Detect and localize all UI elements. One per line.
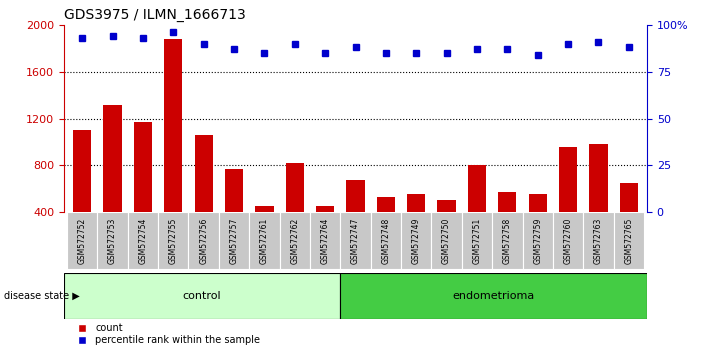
Text: GDS3975 / ILMN_1666713: GDS3975 / ILMN_1666713 xyxy=(64,8,246,22)
Text: GSM572757: GSM572757 xyxy=(230,217,238,264)
FancyBboxPatch shape xyxy=(250,212,279,269)
FancyBboxPatch shape xyxy=(461,212,492,269)
Text: GSM572748: GSM572748 xyxy=(381,218,390,264)
FancyBboxPatch shape xyxy=(188,212,219,269)
Bar xyxy=(73,130,91,212)
Text: disease state ▶: disease state ▶ xyxy=(4,291,80,301)
FancyBboxPatch shape xyxy=(432,212,461,269)
Bar xyxy=(620,183,638,212)
Text: GSM572753: GSM572753 xyxy=(108,217,117,264)
Text: GSM572752: GSM572752 xyxy=(77,218,87,264)
Bar xyxy=(164,39,183,212)
FancyBboxPatch shape xyxy=(401,212,432,269)
Text: GSM572754: GSM572754 xyxy=(139,217,147,264)
Text: GSM572755: GSM572755 xyxy=(169,217,178,264)
FancyBboxPatch shape xyxy=(341,212,370,269)
FancyBboxPatch shape xyxy=(523,212,553,269)
Bar xyxy=(498,193,516,212)
Bar xyxy=(468,165,486,212)
Text: GSM572761: GSM572761 xyxy=(260,218,269,264)
FancyBboxPatch shape xyxy=(64,273,340,319)
Bar xyxy=(589,144,607,212)
Bar xyxy=(316,206,334,212)
Bar xyxy=(286,163,304,212)
FancyBboxPatch shape xyxy=(97,212,128,269)
Bar xyxy=(195,135,213,212)
FancyBboxPatch shape xyxy=(67,212,97,269)
Text: GSM572756: GSM572756 xyxy=(199,217,208,264)
Bar xyxy=(225,169,243,212)
FancyBboxPatch shape xyxy=(310,212,341,269)
FancyBboxPatch shape xyxy=(492,212,523,269)
Text: GSM572749: GSM572749 xyxy=(412,217,421,264)
FancyBboxPatch shape xyxy=(219,212,250,269)
Text: GSM572764: GSM572764 xyxy=(321,217,330,264)
FancyBboxPatch shape xyxy=(279,212,310,269)
Text: GSM572751: GSM572751 xyxy=(473,218,481,264)
Text: endometrioma: endometrioma xyxy=(452,291,535,301)
FancyBboxPatch shape xyxy=(370,212,401,269)
Text: GSM572747: GSM572747 xyxy=(351,217,360,264)
Bar xyxy=(528,194,547,212)
FancyBboxPatch shape xyxy=(553,212,583,269)
Text: GSM572759: GSM572759 xyxy=(533,217,542,264)
FancyBboxPatch shape xyxy=(340,273,647,319)
Bar xyxy=(377,197,395,212)
Bar xyxy=(346,179,365,212)
Bar xyxy=(559,147,577,212)
FancyBboxPatch shape xyxy=(158,212,188,269)
Text: GSM572762: GSM572762 xyxy=(290,218,299,264)
Text: GSM572758: GSM572758 xyxy=(503,218,512,264)
Text: GSM572763: GSM572763 xyxy=(594,217,603,264)
Bar xyxy=(104,104,122,212)
FancyBboxPatch shape xyxy=(128,212,158,269)
FancyBboxPatch shape xyxy=(583,212,614,269)
Bar xyxy=(437,200,456,212)
Bar xyxy=(255,206,274,212)
Text: GSM572765: GSM572765 xyxy=(624,217,634,264)
Bar xyxy=(134,122,152,212)
Text: GSM572750: GSM572750 xyxy=(442,217,451,264)
Legend: count, percentile rank within the sample: count, percentile rank within the sample xyxy=(69,319,264,349)
FancyBboxPatch shape xyxy=(614,212,644,269)
Text: control: control xyxy=(183,291,221,301)
Bar xyxy=(407,194,425,212)
Text: GSM572760: GSM572760 xyxy=(564,217,572,264)
